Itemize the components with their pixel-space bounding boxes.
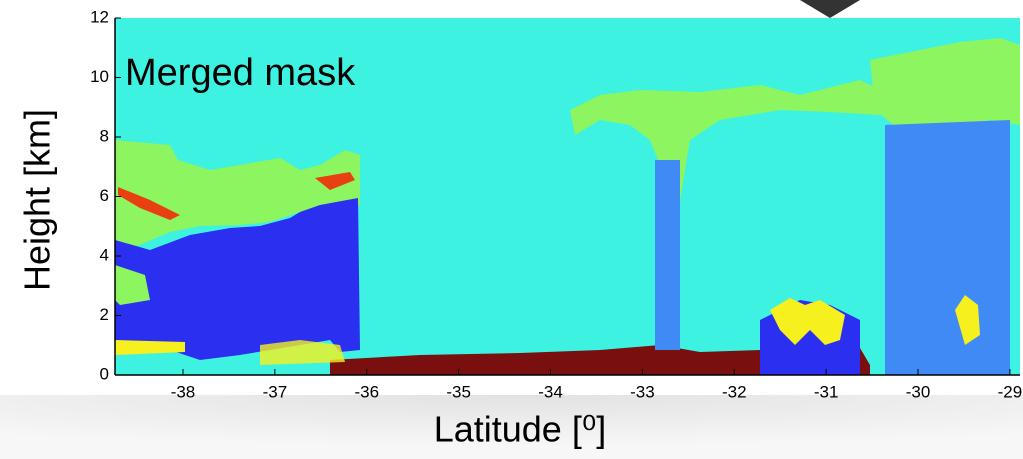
layer-yellow bbox=[770, 298, 845, 345]
x-tick-label: -35 bbox=[446, 382, 471, 401]
plot-area bbox=[114, 18, 1020, 376]
column-blue bbox=[655, 160, 680, 350]
arrow-tip bbox=[800, 0, 860, 18]
x-tick-label: -30 bbox=[906, 382, 931, 401]
y-tick-label: 10 bbox=[90, 67, 109, 86]
y-tick-label: 6 bbox=[100, 186, 109, 205]
y-tick-label: 0 bbox=[100, 364, 109, 383]
x-tick-label: -38 bbox=[171, 382, 196, 401]
y-tick-label: 2 bbox=[100, 305, 109, 324]
columns-blue bbox=[885, 120, 1010, 375]
layer-yellow bbox=[260, 340, 345, 365]
cloud-green bbox=[115, 265, 150, 305]
cloud-green bbox=[870, 38, 1020, 130]
layer-yellow bbox=[115, 340, 185, 355]
floor-shade bbox=[0, 395, 1023, 459]
layer-red bbox=[118, 187, 180, 220]
mask-shapes bbox=[115, 38, 1020, 375]
chart-title: Merged mask bbox=[125, 52, 356, 94]
layer-red bbox=[315, 172, 355, 190]
cloud-green bbox=[115, 140, 360, 250]
y-tick-label: 4 bbox=[100, 245, 109, 264]
cloud-green bbox=[570, 80, 880, 215]
x-axis-label: Latitude [⁰] bbox=[434, 409, 607, 450]
x-tick-label: -36 bbox=[354, 382, 379, 401]
y-axis-label: Height [km] bbox=[17, 109, 58, 291]
x-tick-label: -34 bbox=[538, 382, 563, 401]
columns-blue bbox=[115, 198, 360, 360]
layer-yellow bbox=[955, 295, 980, 345]
x-tick-label: -32 bbox=[722, 382, 747, 401]
x-tick-label: -33 bbox=[630, 382, 655, 401]
y-tick-label: 8 bbox=[100, 126, 109, 145]
x-tick-label: -31 bbox=[814, 382, 839, 401]
x-tick-label: -29 bbox=[998, 382, 1023, 401]
layer-darkred bbox=[330, 345, 870, 375]
y-tick-label: 12 bbox=[90, 7, 109, 26]
x-tick-label: -37 bbox=[263, 382, 288, 401]
